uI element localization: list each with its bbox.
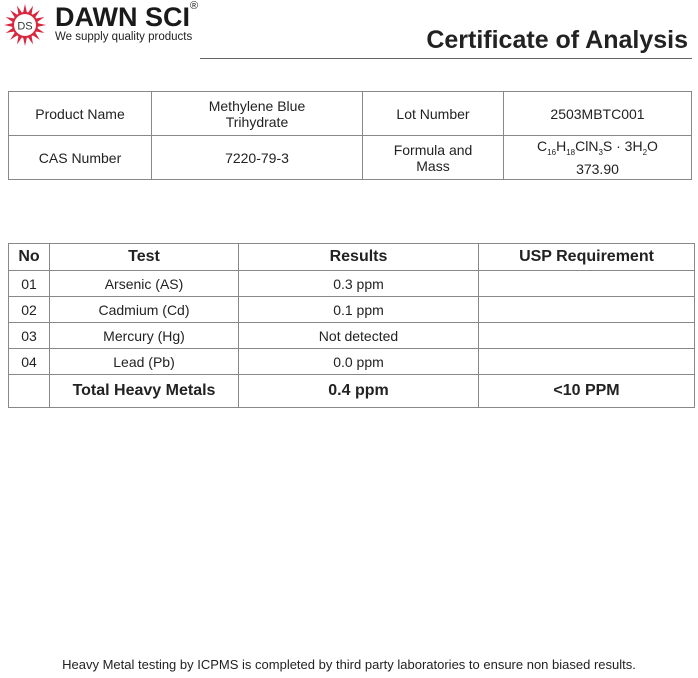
row-result: 0.1 ppm: [238, 296, 479, 323]
row-requirement: [478, 296, 695, 323]
row-no: 04: [8, 348, 50, 375]
row-no: 02: [8, 296, 50, 323]
brand-name: DAWN SCI®: [55, 0, 199, 32]
table-row: 03 Mercury (Hg) Not detected: [8, 322, 695, 349]
header-results: Results: [238, 243, 479, 271]
row-requirement: [478, 270, 695, 297]
row-requirement: [478, 348, 695, 375]
row-test: Mercury (Hg): [49, 322, 239, 349]
row-test: Arsenic (AS): [49, 270, 239, 297]
formula-value: C16H18ClN3S · 3H2O 373.90: [503, 135, 692, 180]
logo-ray: [16, 5, 23, 15]
logo-ray: [27, 35, 34, 45]
logo-ray: [36, 22, 46, 28]
row-no: 01: [8, 270, 50, 297]
logo-ray: [4, 22, 14, 28]
sun-logo-icon: DS: [4, 4, 46, 46]
logo-ray: [5, 16, 15, 23]
cas-number-label: CAS Number: [8, 135, 152, 180]
logo-ray: [35, 27, 45, 34]
logo-ray: [22, 36, 28, 46]
row-test: Lead (Pb): [49, 348, 239, 375]
table-row: CAS Number 7220-79-3 Formula and Mass C16…: [8, 135, 692, 180]
row-result: 0.3 ppm: [238, 270, 479, 297]
product-info-table: Product Name Methylene Blue Trihydrate Lo…: [8, 91, 692, 180]
heavy-metals-table: No Test Results USP Requirement 01 Arseni…: [8, 243, 695, 408]
total-row: Total Heavy Metals 0.4 ppm <10 PPM: [8, 374, 695, 408]
cas-number-value: 7220-79-3: [151, 135, 363, 180]
title-divider: [200, 58, 692, 59]
row-requirement: [478, 322, 695, 349]
total-label: Total Heavy Metals: [49, 374, 239, 408]
total-result: 0.4 ppm: [238, 374, 479, 408]
table-row: 01 Arsenic (AS) 0.3 ppm: [8, 270, 695, 297]
logo-ray: [35, 16, 45, 23]
product-name-label: Product Name: [8, 91, 152, 136]
logo-ray: [27, 5, 34, 15]
header-no: No: [8, 243, 50, 271]
table-row: 02 Cadmium (Cd) 0.1 ppm: [8, 296, 695, 323]
footer-note: Heavy Metal testing by ICPMS is complete…: [62, 657, 636, 672]
table-row: Product Name Methylene Blue Trihydrate Lo…: [8, 91, 692, 136]
lot-number-value: 2503MBTC001: [503, 91, 692, 136]
lot-number-label: Lot Number: [362, 91, 504, 136]
header-test: Test: [49, 243, 239, 271]
row-test: Cadmium (Cd): [49, 296, 239, 323]
row-result: 0.0 ppm: [238, 348, 479, 375]
total-requirement: <10 PPM: [478, 374, 695, 408]
logo-ray: [16, 35, 23, 45]
formula-label: Formula and Mass: [362, 135, 504, 180]
row-result: Not detected: [238, 322, 479, 349]
table-row: 04 Lead (Pb) 0.0 ppm: [8, 348, 695, 375]
table-header-row: No Test Results USP Requirement: [8, 243, 695, 271]
row-no: 03: [8, 322, 50, 349]
logo-ray: [22, 4, 28, 14]
header-usp: USP Requirement: [478, 243, 695, 271]
product-name-value: Methylene Blue Trihydrate: [151, 91, 363, 136]
logo-ray: [5, 27, 15, 34]
tagline: We supply quality products: [55, 31, 193, 43]
svg-text:DS: DS: [17, 21, 32, 33]
page-title: Certificate of Analysis: [426, 26, 688, 54]
